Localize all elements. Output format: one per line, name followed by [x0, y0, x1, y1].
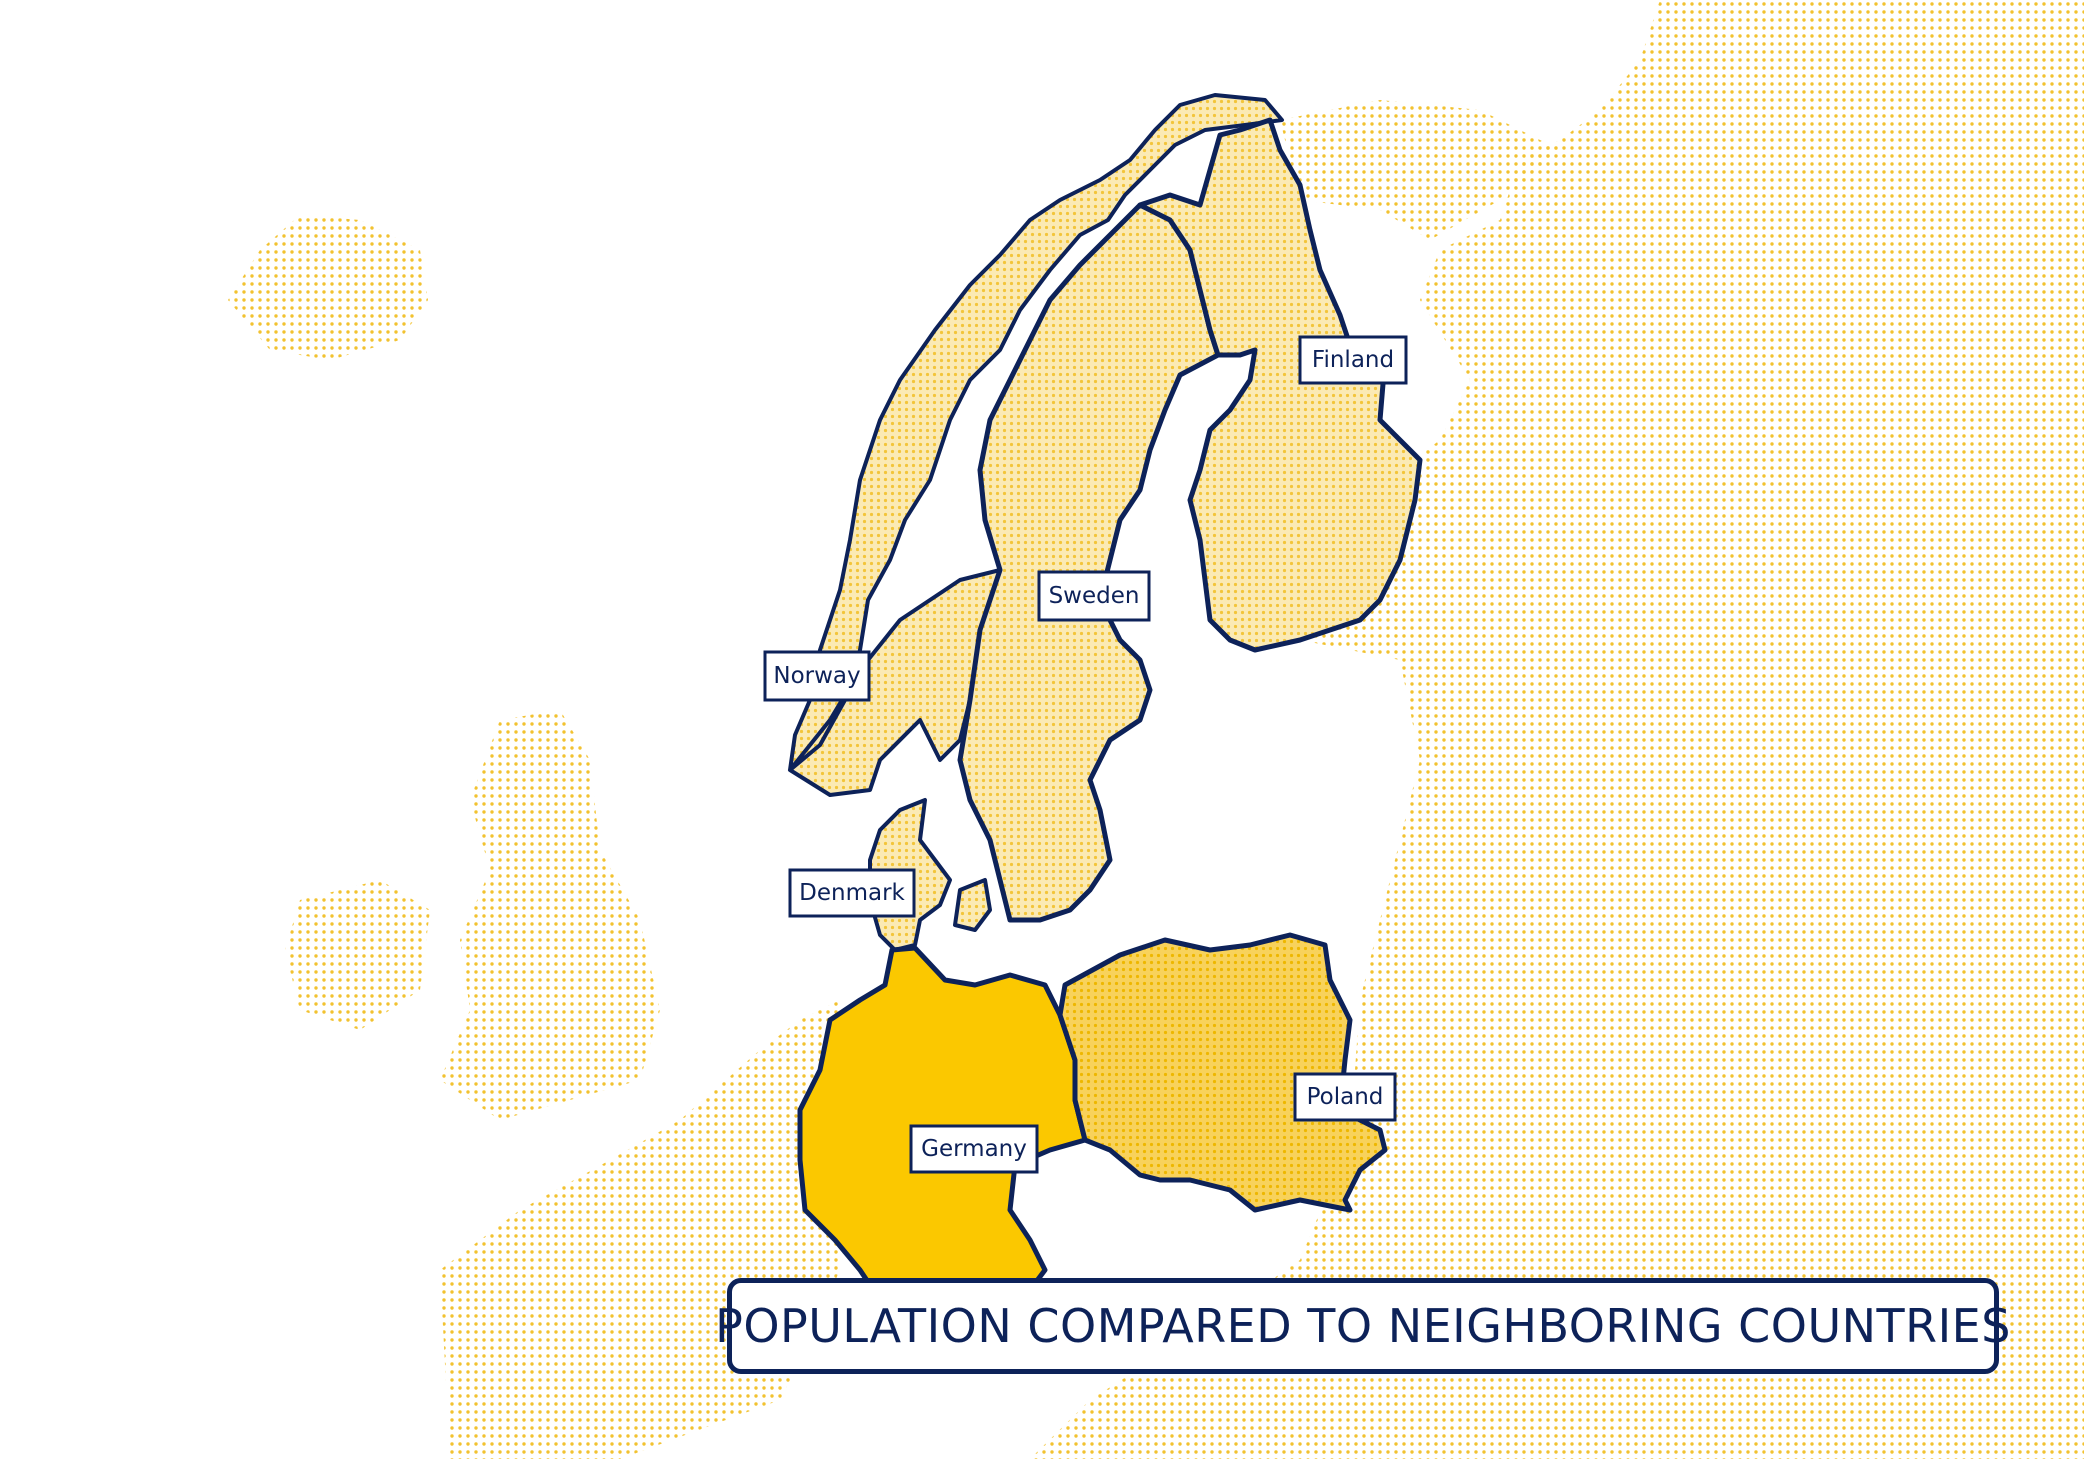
land-east	[1030, 0, 2084, 1459]
country-finland[interactable]	[1137, 117, 1423, 653]
country-poland[interactable]	[1057, 932, 1388, 1213]
label-norway-text: Norway	[773, 663, 860, 689]
label-norway: Norway	[763, 650, 871, 702]
label-finland: Finland	[1298, 335, 1408, 385]
label-finland-text: Finland	[1312, 347, 1394, 373]
label-denmark: Denmark	[788, 868, 916, 918]
title-banner: POPULATION COMPARED TO NEIGHBORING COUNT…	[715, 1278, 2010, 1374]
label-sweden-text: Sweden	[1049, 583, 1140, 609]
country-germany[interactable]	[797, 945, 1088, 1303]
country-sweden[interactable]	[957, 202, 1221, 923]
label-germany: Germany	[909, 1124, 1039, 1174]
label-poland: Poland	[1293, 1072, 1397, 1122]
label-sweden: Sweden	[1037, 570, 1151, 622]
label-germany-text: Germany	[921, 1136, 1027, 1162]
label-denmark-text: Denmark	[799, 880, 905, 906]
land-britain	[440, 710, 660, 1120]
land-iceland	[228, 215, 428, 360]
map-title: POPULATION COMPARED TO NEIGHBORING COUNT…	[715, 1299, 2011, 1353]
land-north	[1280, 100, 1560, 240]
label-poland-text: Poland	[1307, 1084, 1384, 1110]
land-ireland	[285, 880, 430, 1030]
